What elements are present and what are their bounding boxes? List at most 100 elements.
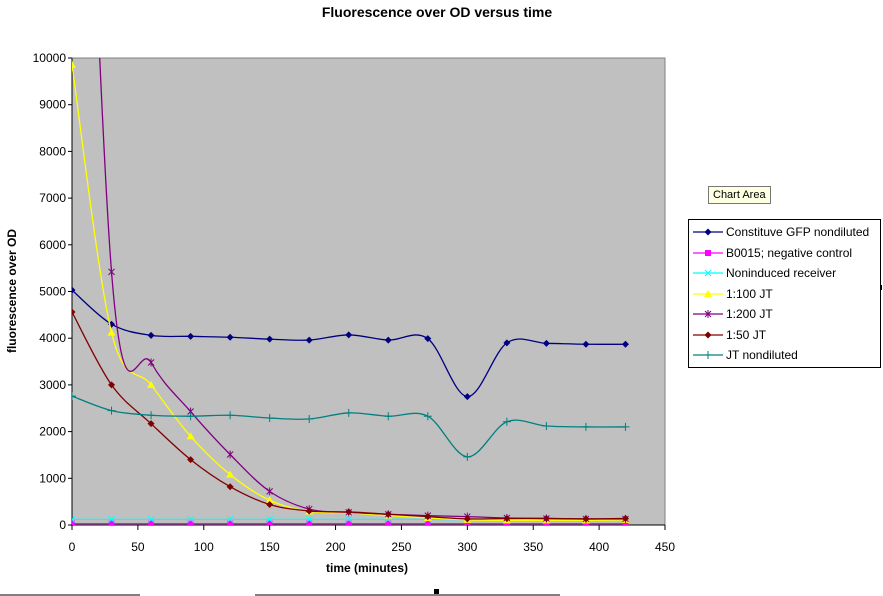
- x-axis-label: time (minutes): [326, 561, 408, 575]
- data-point: [621, 340, 629, 348]
- legend-label: 1:100 JT: [726, 286, 773, 301]
- x-tick-label: 300: [457, 540, 477, 554]
- legend-marker: [704, 228, 712, 236]
- data-point: [108, 516, 115, 523]
- data-point: [384, 336, 392, 344]
- chart-title: Fluorescence over OD versus time: [322, 4, 553, 20]
- data-point: [226, 483, 234, 491]
- x-tick-label: 200: [326, 540, 346, 554]
- data-point: [147, 358, 155, 367]
- legend-marker: [704, 310, 712, 318]
- legend[interactable]: Constituve GFP nondiluted B0015; negative…: [688, 219, 881, 368]
- data-point: [107, 328, 116, 336]
- data-point: [187, 456, 195, 464]
- data-point: [503, 339, 511, 347]
- data-point: [305, 516, 313, 523]
- y-tick-label: 6000: [39, 238, 66, 252]
- legend-item[interactable]: B0015; negative control: [693, 243, 852, 263]
- data-point: [72, 520, 75, 525]
- legend-label: Constituve GFP nondiluted: [726, 225, 870, 239]
- data-point: [266, 487, 274, 496]
- data-point: [424, 513, 432, 521]
- legend-marker: [705, 249, 711, 256]
- data-point: [187, 516, 194, 523]
- legend-item[interactable]: 1:200 JT: [693, 304, 773, 324]
- data-point: [345, 331, 353, 339]
- legend-swatch-icon: [693, 331, 723, 338]
- data-point: [186, 432, 195, 440]
- y-tick-label: 3000: [39, 378, 66, 392]
- data-point: [227, 520, 234, 525]
- data-point: [305, 507, 313, 515]
- data-point: [345, 508, 353, 516]
- x-tick-label: 250: [391, 540, 411, 554]
- series-line: [72, 64, 626, 522]
- legend-swatch-icon: [693, 269, 723, 277]
- data-point: [226, 450, 234, 459]
- legend-marker: [704, 289, 712, 297]
- data-point: [147, 380, 156, 388]
- data-point: [187, 332, 195, 340]
- legend-item[interactable]: 1:100 JT: [693, 284, 773, 304]
- x-tick-label: 450: [655, 540, 675, 554]
- data-point: [581, 422, 590, 431]
- y-tick-label: 0: [59, 518, 66, 532]
- data-point: [226, 516, 234, 523]
- y-tick-label: 7000: [39, 191, 66, 205]
- data-point: [72, 308, 76, 316]
- legend-item[interactable]: JT nondiluted: [693, 345, 798, 365]
- data-point: [186, 412, 195, 421]
- data-point: [148, 520, 155, 525]
- legend-item[interactable]: Noninduced receiver: [693, 263, 836, 283]
- x-tick-label: 50: [131, 540, 145, 554]
- data-point: [226, 470, 235, 478]
- x-tick-label: 100: [194, 540, 214, 554]
- plot-area[interactable]: [71, 57, 666, 526]
- legend-swatch-icon: [693, 351, 723, 359]
- data-point: [384, 412, 393, 421]
- y-tick-label: 2000: [39, 425, 66, 439]
- data-point: [305, 336, 313, 344]
- data-point: [621, 422, 630, 431]
- y-tick-label: 9000: [39, 98, 66, 112]
- legend-item[interactable]: Constituve GFP nondiluted: [693, 222, 869, 242]
- data-point: [306, 520, 313, 525]
- selection-handle[interactable]: [434, 589, 439, 594]
- y-tick-label: 1000: [39, 471, 66, 485]
- data-point: [108, 267, 115, 276]
- legend-swatch-icon: [693, 289, 723, 297]
- data-point: [424, 335, 432, 343]
- legend-label: Noninduced receiver: [726, 266, 837, 280]
- y-tick-label: 10000: [33, 51, 67, 65]
- data-point: [345, 520, 352, 525]
- data-point: [385, 520, 392, 525]
- data-point: [463, 393, 471, 401]
- series-constituve-gfp-nondiluted: [72, 286, 629, 401]
- data-point: [265, 496, 274, 504]
- data-point: [72, 61, 76, 69]
- series-jt-nondiluted: [72, 392, 630, 461]
- data-point: [265, 414, 274, 423]
- data-point: [147, 420, 155, 428]
- data-point: [305, 414, 314, 423]
- data-point: [72, 286, 76, 294]
- legend-marker: [704, 351, 712, 359]
- legend-swatch-icon: [693, 249, 723, 256]
- legend-marker: [704, 331, 712, 338]
- data-point: [582, 340, 590, 348]
- data-point: [345, 516, 353, 523]
- legend-swatch-icon: [693, 310, 723, 318]
- x-tick-label: 150: [260, 540, 280, 554]
- legend-marker: [704, 269, 712, 277]
- y-tick-label: 8000: [39, 144, 66, 158]
- x-tick-label: 350: [523, 540, 543, 554]
- data-point: [542, 339, 550, 347]
- data-point: [266, 500, 274, 508]
- data-point: [266, 516, 274, 523]
- data-point: [72, 392, 76, 401]
- y-tick-label: 5000: [39, 285, 66, 299]
- y-tick-label: 4000: [39, 331, 66, 345]
- legend-item[interactable]: 1:50 JT: [693, 325, 766, 345]
